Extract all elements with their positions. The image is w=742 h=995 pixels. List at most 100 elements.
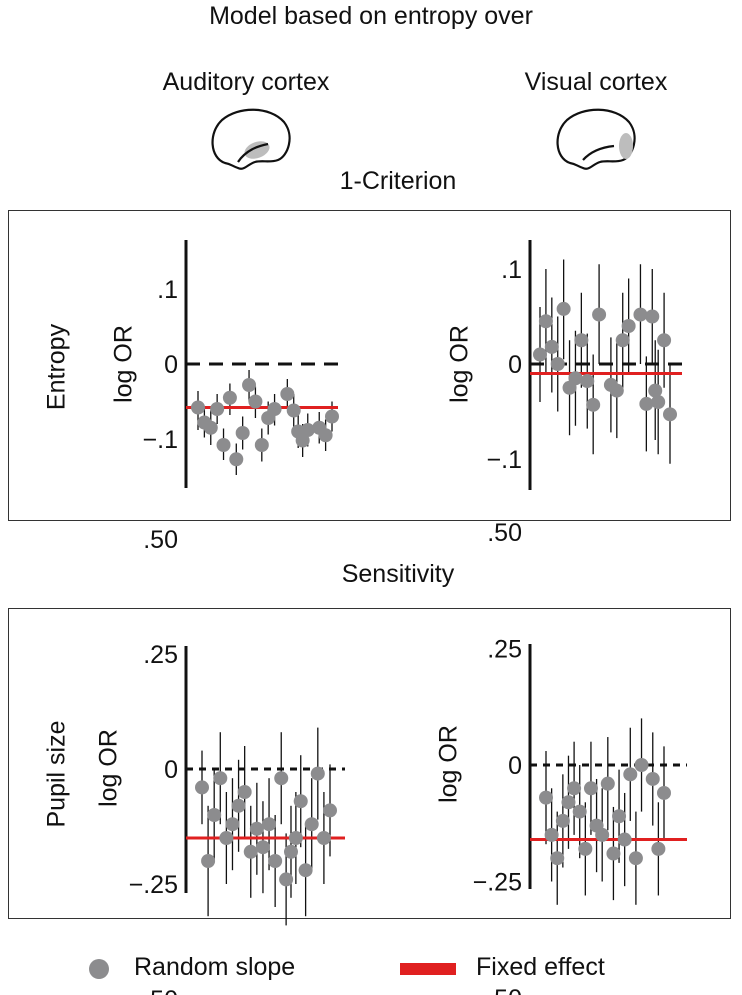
pupil-auditory-ytick-label: −.25 (129, 871, 178, 899)
entropy-visual-random-slope-point (538, 314, 553, 329)
pupil-auditory-random-slope-point (262, 817, 277, 832)
entropy-visual-random-slope-point (615, 333, 630, 348)
pupil-auditory-random-slope-point (225, 817, 240, 832)
column-label-visual: Visual cortex (524, 68, 668, 96)
entropy-visual-random-slope-point (580, 374, 595, 389)
pupil-visual-random-slope-point (544, 827, 559, 842)
figure-title: Model based on entropy over (209, 2, 533, 30)
entropy-auditory-random-slope-point (325, 409, 339, 424)
entropy-auditory-random-slope-point (280, 387, 295, 401)
pupil-visual-random-slope-point (606, 846, 621, 861)
pupil-auditory-random-slope-point (268, 854, 283, 868)
entropy-auditory-random-slope-point (318, 428, 333, 443)
pupil-visual-random-slope-point (657, 785, 671, 800)
pupil-visual-random-slope-point (572, 804, 587, 819)
entropy-auditory-ytick-label: 0 (164, 351, 178, 379)
pupil-visual-ytick-label: .25 (487, 636, 522, 664)
entropy-visual-ytick-label: −.1 (487, 446, 522, 474)
pupil-auditory-random-slope-point (310, 766, 325, 781)
legend-random-slope-label: Random slope (134, 953, 296, 981)
pupil-visual-random-slope-point (555, 813, 570, 828)
entropy-visual-random-slope-point (533, 347, 547, 362)
pupil-auditory-random-slope-point (213, 771, 228, 786)
entropy-auditory-random-slope-point (300, 423, 315, 437)
pupil-auditory-random-slope-point (298, 863, 313, 878)
entropy-visual-random-slope-point (574, 333, 589, 348)
pupil-auditory-random-slope-point (219, 831, 234, 845)
entropy-visual-random-slope-point (556, 301, 571, 316)
entropy-auditory-random-slope-point (235, 426, 250, 440)
entropy-visual-random-slope-point (550, 357, 565, 371)
entropy-auditory-random-slope-point (248, 394, 263, 409)
pupil-auditory-random-slope-point (288, 831, 303, 845)
entropy-auditory-random-slope-point (229, 452, 244, 467)
entropy-visual-random-slope-point (586, 397, 601, 412)
pupil-auditory-random-slope-point (323, 803, 337, 818)
pupil-auditory-random-slope-point (304, 817, 319, 832)
pupil-auditory-ytick-label: .50 (143, 526, 178, 554)
pupil-visual-ytick-label: .50 (487, 519, 522, 547)
legend-fixed-effect-label: Fixed effect (476, 953, 605, 981)
pupil-visual-random-slope-point (550, 851, 565, 866)
entropy-visual-random-slope-point (633, 307, 648, 322)
entropy-visual-random-slope-point (657, 333, 672, 348)
entropy-visual-ytick-label: .1 (501, 256, 522, 284)
pupil-visual-random-slope-point (634, 758, 649, 772)
entropy-auditory-random-slope-point (191, 400, 205, 415)
pupil-visual-random-slope-point (583, 781, 598, 796)
pupil-visual-ytick-label: −.50 (473, 985, 522, 995)
entropy-visual-random-slope-point (645, 309, 660, 324)
pupil-auditory-ytick-label: −.50 (129, 986, 178, 995)
pupil-visual-ytick-label: −.25 (473, 869, 522, 897)
pupil-auditory-random-slope-point (283, 844, 298, 859)
section-title-sensitivity: Sensitivity (341, 560, 455, 588)
entropy-auditory-ytick-label: −.1 (143, 426, 178, 454)
pupil-auditory-ytick-label: .25 (143, 641, 178, 669)
entropy-auditory-random-slope-point (254, 438, 269, 452)
entropy-auditory-random-slope-point (242, 378, 257, 392)
pupil-visual-random-slope-point (645, 771, 660, 786)
entropy-auditory-random-slope-point (203, 420, 218, 435)
pupil-visual-random-slope-point (561, 795, 576, 810)
pupil-auditory-random-slope-point (316, 831, 331, 845)
pupil-visual-random-slope-point (539, 790, 553, 805)
entropy-auditory-random-slope-point (222, 390, 237, 405)
pupil-visual-random-slope-point (628, 851, 643, 866)
pupil-visual-ytick-label: 0 (508, 752, 522, 780)
entropy-auditory-random-slope-point (210, 402, 225, 416)
entropy-auditory-ytick-label: .1 (157, 276, 178, 304)
entropy-visual-random-slope-point (621, 319, 636, 333)
entropy-visual-random-slope-point (639, 396, 654, 411)
entropy-auditory-random-slope-point (295, 433, 310, 448)
pupil-auditory-random-slope-point (231, 798, 246, 813)
entropy-visual-random-slope-point (663, 407, 677, 422)
entropy-visual-random-slope-point (544, 339, 559, 354)
entropy-visual-random-slope-point (568, 371, 583, 386)
entropy-auditory-random-slope-point (216, 438, 231, 452)
pupil-visual-random-slope-point (617, 832, 632, 847)
pupil-auditory-random-slope-point (207, 808, 222, 822)
pupil-auditory-random-slope-point (237, 785, 252, 799)
pupil-auditory-random-slope-point (243, 844, 258, 859)
entropy-visual-random-slope-point (651, 395, 666, 409)
column-label-auditory: Auditory cortex (162, 68, 330, 96)
pupil-auditory-ytick-label: 0 (164, 756, 178, 784)
entropy-visual-random-slope-point (609, 383, 624, 398)
pupil-visual-random-slope-point (567, 781, 582, 796)
pupil-visual-random-slope-point (578, 841, 593, 856)
entropy-visual-ytick-label: 0 (508, 351, 522, 379)
pupil-auditory-random-slope-point (195, 780, 209, 795)
pupil-visual-random-slope-point (623, 767, 638, 782)
entropy-auditory-random-slope-point (286, 403, 301, 418)
section-title-criterion: 1-Criterion (339, 167, 457, 195)
pupil-visual-random-slope-point (651, 841, 666, 856)
pupil-auditory-random-slope-point (201, 854, 216, 868)
pupil-auditory-random-slope-point (255, 840, 270, 855)
entropy-visual-random-slope-point (592, 307, 607, 322)
pupil-auditory-random-slope-point (279, 872, 294, 887)
pupil-visual-random-slope-point (595, 827, 610, 842)
panel-entropy (8, 210, 731, 521)
pupil-visual-random-slope-point (612, 809, 627, 824)
entropy-visual-random-slope-point (648, 383, 663, 398)
